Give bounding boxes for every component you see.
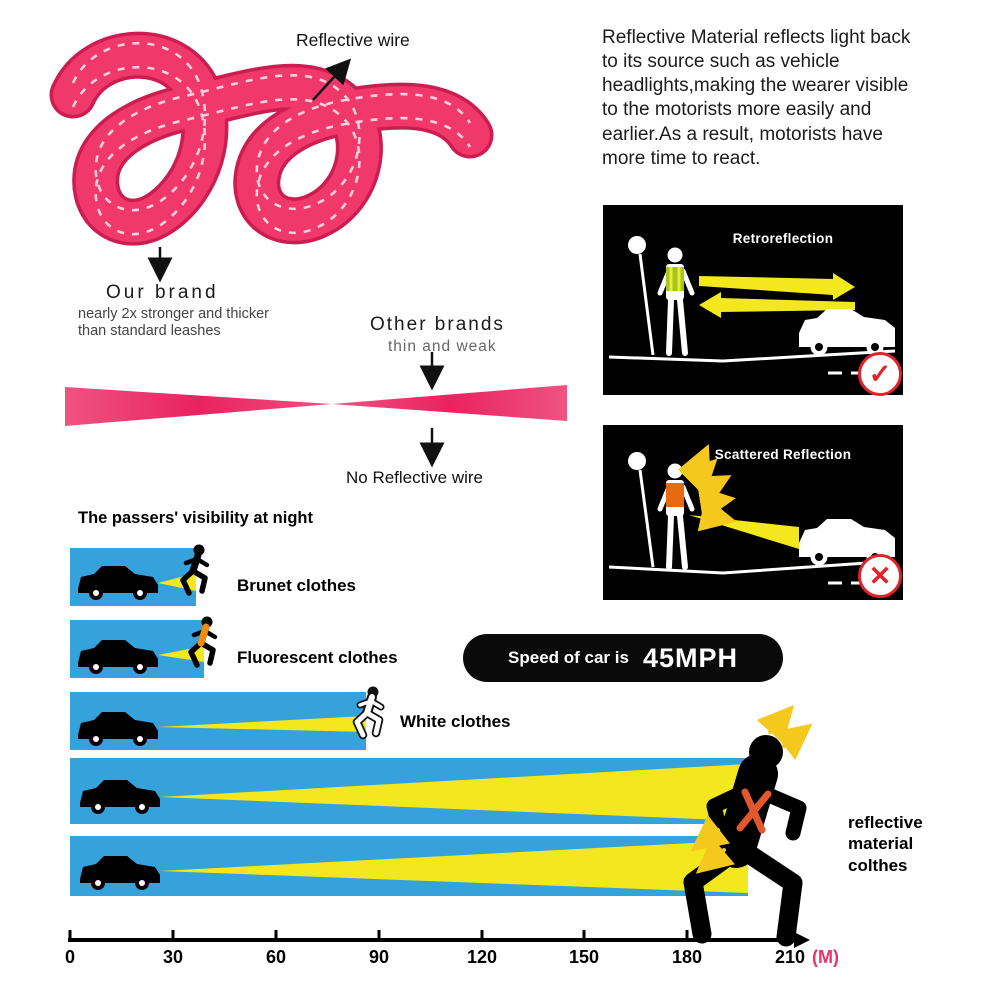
reflective-wire-arrow: [312, 58, 352, 101]
bar-row-brunet: [70, 545, 207, 606]
car-white-icon: [799, 309, 895, 356]
retro-light-arrows: [699, 273, 855, 318]
bar-row-white: [70, 686, 385, 750]
our-brand-title: Our brand: [106, 282, 219, 303]
check-badge: ✓: [858, 352, 902, 396]
runner-white-icon: [352, 686, 385, 740]
tick-180: 180: [671, 947, 703, 967]
retroreflection-scene: [608, 236, 896, 375]
fluorescent-vest: [197, 623, 210, 647]
speed-value: 45MPH: [642, 642, 738, 673]
bar-row-reflective-2: [70, 836, 748, 896]
headlight-beam: [160, 840, 748, 893]
cross-badge: ✕: [858, 554, 902, 598]
label-fluorescent-clothes: Fluorescent clothes: [237, 648, 398, 667]
thin-ribbon: [65, 385, 567, 426]
retroreflection-title: Retroreflection: [732, 231, 834, 246]
other-brands-subtitle: thin and weak: [388, 338, 497, 355]
street-lamp-icon: [628, 236, 655, 356]
road-line: [608, 559, 896, 575]
label-reflective-clothes: reflective material colthes: [848, 813, 923, 875]
x-axis: [68, 930, 810, 948]
scattered-reflection-scene: [608, 444, 896, 585]
bar-row-reflective-1: [70, 758, 748, 824]
axis-unit: (M): [812, 947, 839, 967]
speed-badge: Speed of car is 45MPH: [463, 634, 783, 682]
intro-paragraph: Reflective Material reflects light back …: [602, 27, 911, 169]
tick-0: 0: [64, 947, 76, 967]
other-brands-title: Other brands: [370, 314, 505, 335]
no-reflective-wire-label: No Reflective wire: [346, 468, 483, 487]
headlight-beam: [158, 716, 366, 732]
tick-210: 210: [774, 947, 806, 967]
tick-90: 90: [368, 947, 390, 967]
scattered-light-arrows: [677, 444, 737, 532]
label-brunet-clothes: Brunet clothes: [237, 576, 357, 595]
visibility-chart: [68, 500, 813, 948]
scattered-reflection-title: Scattered Reflection: [714, 447, 852, 462]
retroreflection-panel: Retroreflection: [603, 205, 903, 395]
runner-reflective-icon: [683, 705, 813, 947]
tick-150: 150: [568, 947, 600, 967]
axis-arrowhead: [794, 932, 810, 948]
scattered-reflection-panel: Scattered Reflection: [603, 425, 903, 600]
tick-60: 60: [265, 947, 287, 967]
street-lamp-icon: [628, 452, 655, 568]
bar-row-fluorescent: [70, 617, 215, 678]
spiral-leash-ribbon: [49, 31, 494, 246]
our-brand-description: nearly 2x stronger and thicker than stan…: [78, 306, 270, 340]
leash-illustration: [49, 31, 567, 468]
reflect-arrows: [690, 705, 813, 874]
chart-title: The passers' visibility at night: [78, 509, 313, 527]
speed-prefix: Speed of car is: [508, 648, 629, 667]
headlight-beam: [160, 764, 748, 821]
tick-30: 30: [162, 947, 184, 967]
axis-tick-labels: 0 30 60 90 120 150 180 210 (M): [0, 947, 1000, 977]
reflective-wire-label: Reflective wire: [296, 30, 410, 50]
pedestrian-vest-icon: [657, 247, 695, 356]
reflective-harness: [736, 788, 772, 834]
label-white-clothes: White clothes: [400, 712, 511, 731]
road-line: [608, 349, 896, 363]
tick-120: 120: [466, 947, 498, 967]
